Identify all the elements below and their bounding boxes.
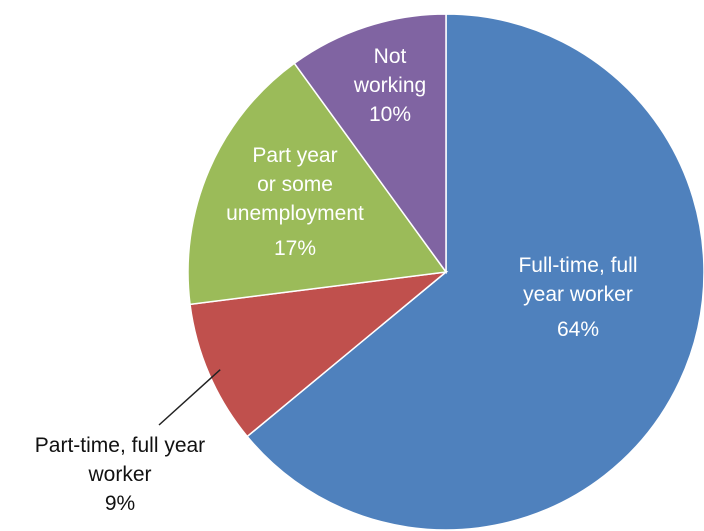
pie-slice-part-year xyxy=(187,62,448,306)
pie-slice-part-time xyxy=(189,270,449,438)
category-label-line: Full-time, full xyxy=(518,254,637,277)
pie-slice-full-time xyxy=(246,13,704,531)
category-label-line: or some xyxy=(257,173,333,196)
percent-label: 64% xyxy=(557,318,599,341)
data-label-not-working: Not working 10% xyxy=(353,45,426,126)
percent-label: 9% xyxy=(105,492,135,515)
percent-label: 17% xyxy=(274,237,316,260)
pie-labels: Full-time, full year worker 64% Part-time, … xyxy=(35,45,638,515)
data-label-part-year: Part year or some unemployment 17% xyxy=(226,144,364,260)
data-label-part-time: Part-time, full year worker 9% xyxy=(35,434,205,515)
leader-line-part-time xyxy=(158,369,221,426)
pie-slice-not-working xyxy=(293,13,447,275)
pie-slices xyxy=(187,13,704,531)
category-label-line: Part year xyxy=(252,144,337,167)
category-label-line: unemployment xyxy=(226,202,364,225)
category-label-line: year worker xyxy=(523,283,633,306)
category-label-line: working xyxy=(353,74,426,97)
category-label-line: worker xyxy=(87,463,151,486)
category-label-line: Not xyxy=(374,45,407,68)
percent-label: 10% xyxy=(369,103,411,126)
category-label-line: Part-time, full year xyxy=(35,434,205,457)
data-label-full-time: Full-time, full year worker 64% xyxy=(518,254,637,341)
